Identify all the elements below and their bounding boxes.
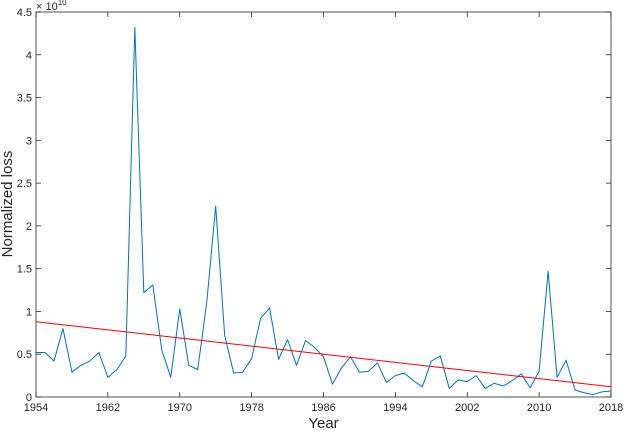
x-axis-title: Year	[308, 415, 338, 431]
y-tick-label: 0.5	[17, 349, 32, 361]
y-tick-label: 1.5	[17, 264, 32, 276]
y-tick-label: 4.5	[17, 7, 32, 19]
x-tick-label: 1986	[311, 402, 335, 414]
y-tick-label: 3	[26, 135, 32, 147]
x-tick-label: 2010	[527, 402, 551, 414]
x-tick-label: 2018	[599, 402, 623, 414]
x-tick-label: 1970	[168, 402, 192, 414]
y-tick-label: 1	[26, 306, 32, 318]
x-tick-label: 2002	[455, 402, 479, 414]
series-line-trend	[35, 321, 612, 388]
series-layer	[35, 26, 612, 395]
x-tick-label: 1994	[383, 402, 407, 414]
y-axis-title: Normalized loss	[0, 151, 16, 258]
x-tick-label: 1962	[96, 402, 120, 414]
x-tick-label: 1978	[239, 402, 263, 414]
y-tick-label: 2.5	[17, 178, 32, 190]
y-tick-label: 4	[26, 50, 32, 62]
ticks-layer: 1954 1962 1970 1978 1986 1994 2002 2010 2018 0 0.5…	[17, 7, 624, 414]
plot-area	[35, 11, 612, 398]
y-tick-label: 0	[26, 392, 32, 404]
x-tick-label: 1954	[24, 402, 48, 414]
series-line-normalized-loss	[36, 26, 612, 395]
y-exponent-label: × 1010	[36, 0, 67, 13]
y-exponent-power: 10	[58, 0, 67, 7]
y-tick-label: 3.5	[17, 93, 32, 105]
y-tick-label: 2	[26, 221, 32, 233]
y-exponent-base: × 10	[36, 1, 58, 13]
